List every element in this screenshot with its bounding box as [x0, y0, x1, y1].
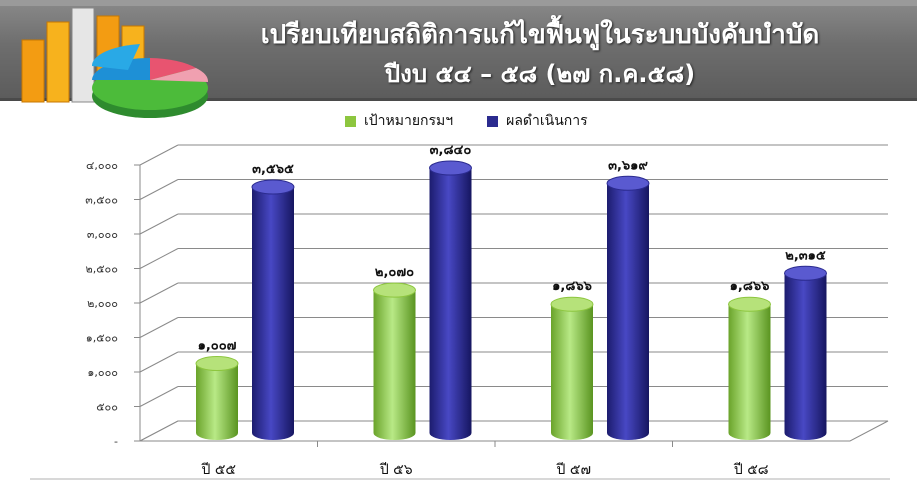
data-label: ๑,๘๖๖ — [730, 279, 770, 294]
y-tick-label: - — [114, 435, 118, 448]
legend-swatch-result — [487, 115, 499, 127]
gridline-side — [139, 351, 179, 373]
y-tick-label: ๔,๐๐๐ — [86, 159, 118, 172]
banner-top-stripe — [0, 0, 917, 6]
bar-top-cap — [550, 296, 594, 312]
gridline-side — [139, 179, 179, 200]
bar-top-cap — [195, 356, 239, 372]
x-tick-label: ปี ๕๘ — [733, 462, 768, 478]
bar-result — [607, 183, 649, 440]
bar-top-cap — [429, 160, 472, 176]
chart-legend: เป้าหมายกรมฯ ผลดำเนินการ — [345, 110, 588, 132]
x-tick-label: ปี ๕๖ — [379, 462, 412, 478]
data-label: ๓,๖๑๙ — [608, 158, 648, 173]
data-label: ๒,๐๗๐ — [375, 265, 414, 280]
legend-label-target: เป้าหมายกรมฯ — [364, 113, 454, 129]
bar-top-cap — [728, 296, 771, 312]
chart-title-line1: เปรียบเทียบสถิติการแก้ไขฟื้นฟูในระบบบังค… — [260, 20, 820, 50]
x-tick-label: ปี ๕๕ — [201, 462, 236, 478]
bar-target — [728, 304, 771, 441]
legend-item-result: ผลดำเนินการ — [487, 110, 588, 132]
data-label: ๓,๕๖๕ — [252, 162, 294, 177]
data-label: ๑,๐๐๗ — [198, 339, 237, 354]
y-tick-label: ๒,๕๐๐ — [85, 263, 118, 276]
bar-result — [429, 168, 472, 441]
gridline-side — [139, 144, 179, 166]
y-tick-label: ๒,๐๐๐ — [87, 297, 118, 310]
gridline-side — [139, 386, 179, 407]
y-tick-label: ๓,๕๐๐ — [85, 194, 118, 207]
bar-result — [784, 273, 827, 441]
data-label: ๒,๓๑๕ — [785, 248, 826, 263]
bar-top-cap — [784, 265, 827, 281]
bar-result — [252, 187, 294, 440]
gridline-side — [139, 282, 179, 304]
bar-target — [373, 290, 416, 441]
y-tick-label: ๑,๕๐๐ — [86, 332, 118, 345]
bar-top-cap — [606, 175, 650, 191]
data-label: ๑,๘๖๖ — [552, 279, 592, 294]
legend-swatch-target — [345, 115, 356, 127]
gridline-side — [139, 213, 179, 235]
bar-top-cap — [373, 282, 416, 298]
bottom-divider — [30, 478, 890, 480]
data-label: ๓,๘๔๐ — [430, 143, 472, 158]
y-tick-label: ๕๐๐ — [96, 401, 118, 414]
bar-target — [551, 304, 593, 440]
chart-title-line2: ปีงบ ๕๔ – ๕๘ (๒๗ ก.ค.๕๘) — [384, 60, 696, 88]
bar-target — [196, 363, 238, 440]
y-tick-label: ๑,๐๐๐ — [87, 366, 118, 379]
legend-label-result: ผลดำเนินการ — [506, 113, 588, 129]
gridline-side — [139, 248, 179, 269]
y-tick-label: ๓,๐๐๐ — [87, 228, 118, 241]
x-tick-label: ปี ๕๗ — [556, 462, 591, 478]
gridline-side — [139, 317, 179, 338]
bar-top-cap — [251, 179, 295, 195]
legend-item-target: เป้าหมายกรมฯ — [345, 110, 453, 132]
chart-logo-icon — [21, 7, 209, 118]
